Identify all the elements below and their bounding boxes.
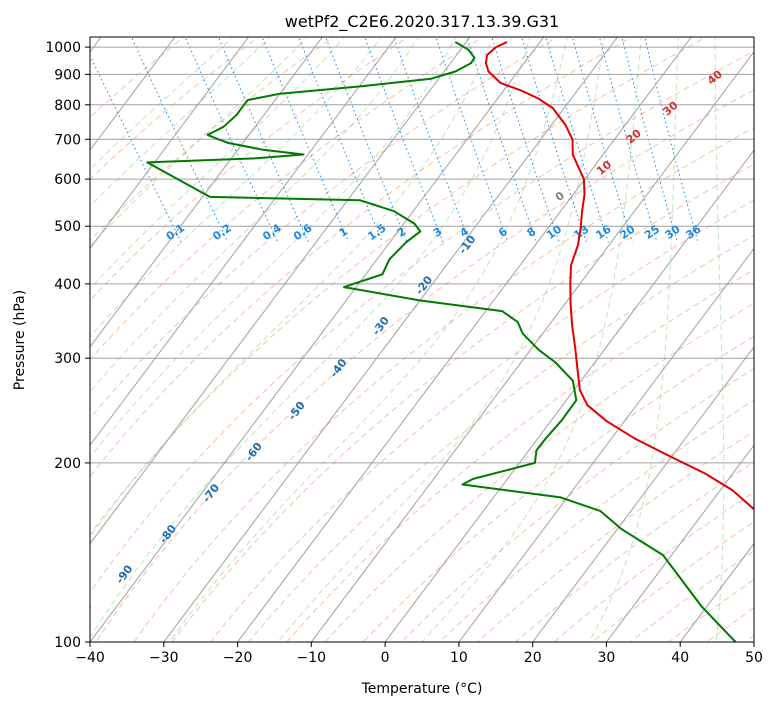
moist-adiabat xyxy=(588,37,679,642)
y-tick-label: 600 xyxy=(54,172,81,188)
profile-lines xyxy=(146,41,754,642)
dry-adiabat xyxy=(171,163,754,642)
x-axis-ticks: −40 −30 −20 −10 0 10 20 30 40 50 xyxy=(75,642,763,666)
x-tick-label: −20 xyxy=(223,650,253,666)
mixing-ratio-line xyxy=(435,37,509,243)
moist-adiabat xyxy=(90,37,308,247)
x-tick-label: 30 xyxy=(597,650,615,666)
isotherm-line xyxy=(90,37,250,250)
dry-adiabat xyxy=(90,37,559,420)
moist-adiabat xyxy=(90,37,271,207)
dry-adiabat xyxy=(90,37,484,361)
dry-adiabat xyxy=(90,37,633,478)
mixing-ratio-line xyxy=(521,37,587,243)
isotherm-line xyxy=(90,37,397,447)
y-axis-label: Pressure (hPa) xyxy=(12,290,28,390)
mixing-ratio-line xyxy=(298,37,383,243)
isotherm-line xyxy=(163,37,618,642)
plot-area: -100-90-80-70-60-50-40-30-20-100.10.20.4… xyxy=(90,37,754,642)
moist-adiabat xyxy=(714,37,725,642)
plot-frame xyxy=(89,36,755,643)
dry-adiabat xyxy=(133,126,754,642)
dry-adiabat xyxy=(286,269,754,642)
x-tick-label: 40 xyxy=(671,650,689,666)
mixing-ratio-line xyxy=(184,37,279,243)
mixing-ratio-line xyxy=(261,37,350,243)
skewed-isotherms xyxy=(90,37,754,642)
x-tick-label: −40 xyxy=(75,650,105,666)
mixing-ratio-line xyxy=(364,37,444,243)
x-axis-label: Temperature (°C) xyxy=(361,681,483,697)
y-tick-label: 500 xyxy=(54,219,81,235)
y-tick-label: 800 xyxy=(54,98,81,114)
dry-adiabat xyxy=(324,302,754,642)
isotherm-line xyxy=(606,444,754,642)
dry-adiabat xyxy=(95,89,754,642)
dry-adiabat xyxy=(90,37,409,302)
mixing-ratio-line xyxy=(571,37,633,243)
moist-adiabat xyxy=(90,37,531,639)
chart-title: wetPf2_C2E6.2020.317.13.39.G31 xyxy=(285,12,559,32)
moist-adiabat xyxy=(90,37,345,290)
pressure-gridlines xyxy=(90,46,754,642)
isotherm-line xyxy=(532,346,754,642)
mixing-ratio-lines xyxy=(90,37,699,243)
moist-adiabat xyxy=(90,37,234,170)
moist-adiabat xyxy=(90,37,420,393)
moist-adiabat xyxy=(90,37,383,338)
y-tick-label: 700 xyxy=(54,132,81,148)
x-tick-label: −30 xyxy=(149,650,179,666)
dry-adiabat xyxy=(90,37,260,181)
moist-adiabat xyxy=(277,37,605,642)
isotherm-line xyxy=(90,37,323,348)
dry-adiabat xyxy=(362,335,754,642)
y-tick-label: 100 xyxy=(54,635,81,651)
mixing-ratio-line xyxy=(545,37,609,243)
isotherm-line xyxy=(237,37,692,642)
isotherm-line xyxy=(458,247,754,642)
isotherm-line xyxy=(384,149,754,642)
mixing-ratio-line xyxy=(217,37,309,243)
moist-adiabat xyxy=(169,37,568,642)
x-tick-label: 10 xyxy=(450,650,468,666)
y-tick-label: 400 xyxy=(54,277,81,293)
dry-adiabat xyxy=(553,491,754,642)
mixing-ratio-line xyxy=(491,37,560,243)
mixing-ratio-line xyxy=(393,37,471,243)
y-tick-label: 300 xyxy=(54,351,81,367)
isotherm-line xyxy=(90,37,176,152)
moist-adiabat xyxy=(90,37,457,458)
mixing-ratio-line xyxy=(325,37,408,243)
y-tick-label: 1000 xyxy=(45,40,81,56)
y-tick-label: 900 xyxy=(54,67,81,83)
x-tick-label: 0 xyxy=(381,650,390,666)
moist-adiabats xyxy=(90,37,725,642)
isotherm-line xyxy=(90,37,545,642)
moist-adiabat xyxy=(421,37,642,642)
mixing-ratio-line xyxy=(466,37,538,243)
dry-adiabat xyxy=(90,50,754,594)
dry-adiabat xyxy=(477,430,754,642)
x-tick-label: −10 xyxy=(297,650,327,666)
dry-adiabat xyxy=(210,199,754,642)
dewpoint-line xyxy=(146,41,737,642)
x-tick-label: 50 xyxy=(745,650,763,666)
temperature-line xyxy=(484,41,754,511)
dry-adiabat xyxy=(591,521,754,642)
y-tick-label: 200 xyxy=(54,456,81,472)
dry-adiabats xyxy=(90,37,754,642)
y-axis-ticks: 100 200 300 400 500 600 700 800 900 1000 xyxy=(45,40,90,651)
isotherm-line xyxy=(90,37,471,545)
x-tick-label: 20 xyxy=(524,650,542,666)
isotherm-line xyxy=(310,50,754,642)
